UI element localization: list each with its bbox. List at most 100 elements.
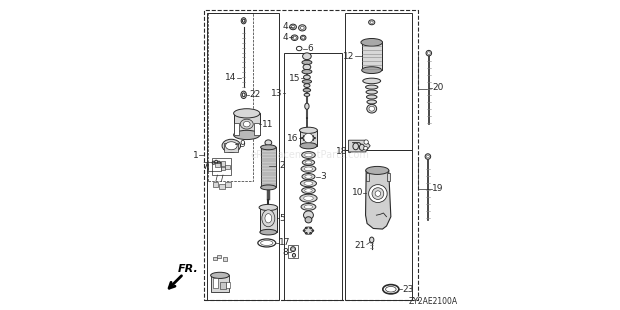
- Text: 21: 21: [355, 241, 366, 250]
- Ellipse shape: [361, 38, 383, 46]
- Ellipse shape: [353, 143, 358, 150]
- Ellipse shape: [360, 144, 365, 150]
- Bar: [234, 122, 239, 135]
- Bar: [254, 122, 260, 135]
- Bar: [261, 147, 276, 188]
- Text: 9: 9: [239, 140, 245, 149]
- Bar: [208, 162, 221, 171]
- Ellipse shape: [302, 69, 312, 74]
- Text: 7: 7: [202, 162, 208, 171]
- Ellipse shape: [303, 64, 311, 70]
- Ellipse shape: [308, 140, 309, 141]
- Bar: [366, 173, 369, 181]
- Ellipse shape: [314, 137, 316, 139]
- Text: 19: 19: [432, 184, 444, 193]
- Ellipse shape: [304, 167, 312, 171]
- Ellipse shape: [372, 188, 384, 199]
- Polygon shape: [348, 140, 370, 152]
- Bar: [218, 255, 221, 258]
- Ellipse shape: [241, 18, 246, 24]
- Text: ZY2AE2100A: ZY2AE2100A: [409, 297, 458, 306]
- Ellipse shape: [304, 133, 313, 143]
- Ellipse shape: [241, 91, 246, 99]
- Ellipse shape: [312, 136, 314, 137]
- Bar: [362, 42, 382, 70]
- Bar: [221, 167, 225, 170]
- Ellipse shape: [211, 272, 229, 278]
- Ellipse shape: [302, 152, 315, 158]
- Ellipse shape: [260, 185, 276, 190]
- Ellipse shape: [299, 25, 306, 31]
- Bar: [206, 13, 279, 300]
- Ellipse shape: [370, 21, 373, 24]
- Text: 23: 23: [402, 285, 414, 294]
- Ellipse shape: [218, 161, 221, 164]
- Ellipse shape: [222, 139, 241, 152]
- Ellipse shape: [258, 239, 276, 247]
- Ellipse shape: [291, 25, 295, 29]
- Ellipse shape: [260, 241, 273, 246]
- Text: 18: 18: [335, 148, 347, 157]
- Ellipse shape: [265, 214, 272, 223]
- Ellipse shape: [304, 75, 310, 79]
- Ellipse shape: [304, 182, 313, 185]
- Bar: [345, 150, 412, 300]
- Bar: [226, 165, 231, 169]
- Ellipse shape: [304, 205, 312, 209]
- Text: 16: 16: [287, 134, 298, 143]
- Text: 4: 4: [283, 22, 288, 31]
- Ellipse shape: [312, 139, 314, 140]
- Ellipse shape: [305, 217, 312, 223]
- Ellipse shape: [427, 155, 429, 158]
- Bar: [284, 53, 342, 300]
- Ellipse shape: [383, 285, 399, 294]
- Bar: [234, 113, 260, 135]
- Ellipse shape: [296, 46, 302, 51]
- Ellipse shape: [305, 175, 312, 178]
- Ellipse shape: [303, 53, 311, 60]
- Text: 13: 13: [272, 89, 283, 98]
- Ellipse shape: [234, 109, 260, 118]
- Text: FR.: FR.: [178, 264, 198, 274]
- Ellipse shape: [304, 211, 313, 219]
- Ellipse shape: [301, 26, 304, 29]
- Bar: [223, 258, 227, 260]
- Ellipse shape: [375, 191, 381, 196]
- Ellipse shape: [293, 254, 296, 257]
- Ellipse shape: [259, 204, 278, 210]
- Ellipse shape: [226, 142, 237, 150]
- Ellipse shape: [370, 237, 374, 243]
- Bar: [215, 163, 220, 167]
- Text: 8: 8: [282, 248, 288, 257]
- Bar: [260, 207, 277, 232]
- Ellipse shape: [425, 154, 431, 159]
- Ellipse shape: [310, 227, 311, 229]
- Bar: [213, 183, 218, 188]
- Ellipse shape: [305, 103, 309, 109]
- Text: 6: 6: [307, 44, 312, 53]
- Ellipse shape: [262, 210, 275, 227]
- Ellipse shape: [301, 166, 316, 172]
- Bar: [300, 130, 317, 146]
- Ellipse shape: [305, 161, 312, 164]
- Text: 2: 2: [279, 161, 285, 170]
- Ellipse shape: [260, 145, 276, 150]
- Bar: [213, 278, 218, 288]
- Ellipse shape: [361, 67, 382, 73]
- Bar: [219, 184, 224, 189]
- Bar: [212, 158, 231, 175]
- Ellipse shape: [303, 136, 305, 137]
- Ellipse shape: [386, 286, 396, 292]
- Ellipse shape: [303, 88, 311, 92]
- Ellipse shape: [366, 166, 389, 175]
- Text: eReplacementParts.com: eReplacementParts.com: [250, 150, 370, 160]
- Bar: [221, 162, 226, 166]
- Bar: [208, 13, 253, 181]
- Ellipse shape: [427, 52, 430, 55]
- Ellipse shape: [234, 130, 260, 140]
- Text: 20: 20: [432, 82, 443, 92]
- Text: 3: 3: [320, 172, 326, 181]
- Ellipse shape: [369, 106, 374, 111]
- Ellipse shape: [310, 232, 311, 234]
- Ellipse shape: [306, 232, 308, 234]
